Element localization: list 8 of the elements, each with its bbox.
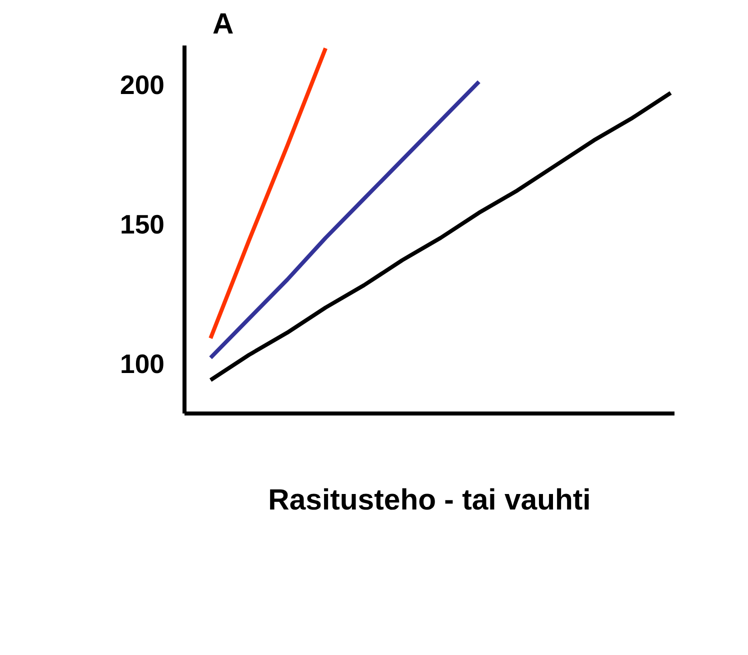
line-series [208,46,328,340]
y-tick-label: 150 [120,209,165,240]
y-tick-label: 100 [120,348,165,379]
x-axis-title: Rasitusteho - tai vauhti [268,484,591,516]
chart-title: A [212,8,234,40]
line-series [208,90,673,382]
y-tick-label: 200 [120,70,165,100]
line-series [208,80,481,360]
